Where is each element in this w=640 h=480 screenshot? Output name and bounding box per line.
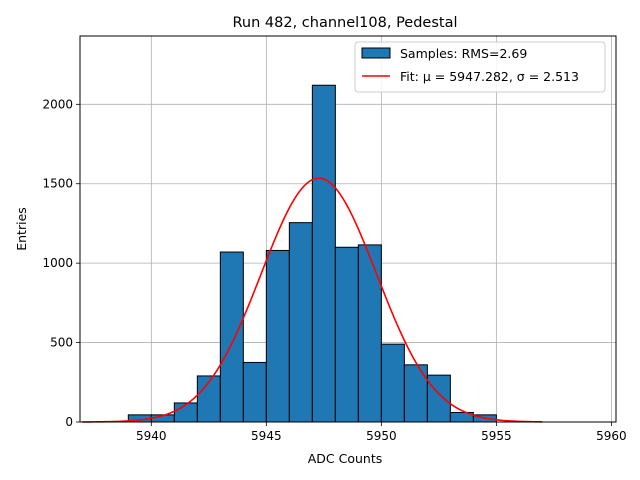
x-tick-label: 5950 [366,429,397,443]
histogram-bar [403,364,428,423]
histogram-bar [334,246,359,423]
x-axis-label: ADC Counts [308,451,383,466]
legend: Samples: RMS=2.69 Fit: μ = 5947.282, σ =… [354,41,606,93]
histogram-bars [127,84,497,423]
y-tick-label: 2000 [42,97,73,111]
histogram-bar [173,402,198,423]
y-tick-label: 500 [50,336,73,350]
legend-swatch-samples [361,47,391,59]
x-tick-label: 5960 [596,429,627,443]
x-axis: 5940 5945 5950 5955 5960 [136,422,627,443]
histogram-bar [219,251,244,423]
x-tick-label: 5940 [136,429,167,443]
plot-frame [79,35,617,423]
x-tick-label: 5955 [481,429,512,443]
y-tick-label: 1500 [42,177,73,191]
histogram-bar [311,84,336,423]
legend-label-fit: Fit: μ = 5947.282, σ = 2.513 [400,69,579,84]
chart-title: Run 482, channel108, Pedestal [232,15,457,31]
x-tick-label: 5945 [251,429,282,443]
y-axis: 0 500 1000 1500 2000 [42,97,80,429]
y-tick-label: 0 [65,415,73,429]
gaussian-fit-curve [82,177,543,423]
y-tick-label: 1000 [42,256,73,270]
y-axis-label: Entries [14,207,29,251]
legend-label-samples: Samples: RMS=2.69 [400,46,527,61]
histogram-bar [426,374,451,423]
histogram-bar [380,343,405,423]
histogram-bar [288,222,313,423]
histogram-bar [265,249,290,423]
legend-box [354,41,606,93]
histogram-bar [357,244,382,423]
histogram-bar [242,361,267,423]
